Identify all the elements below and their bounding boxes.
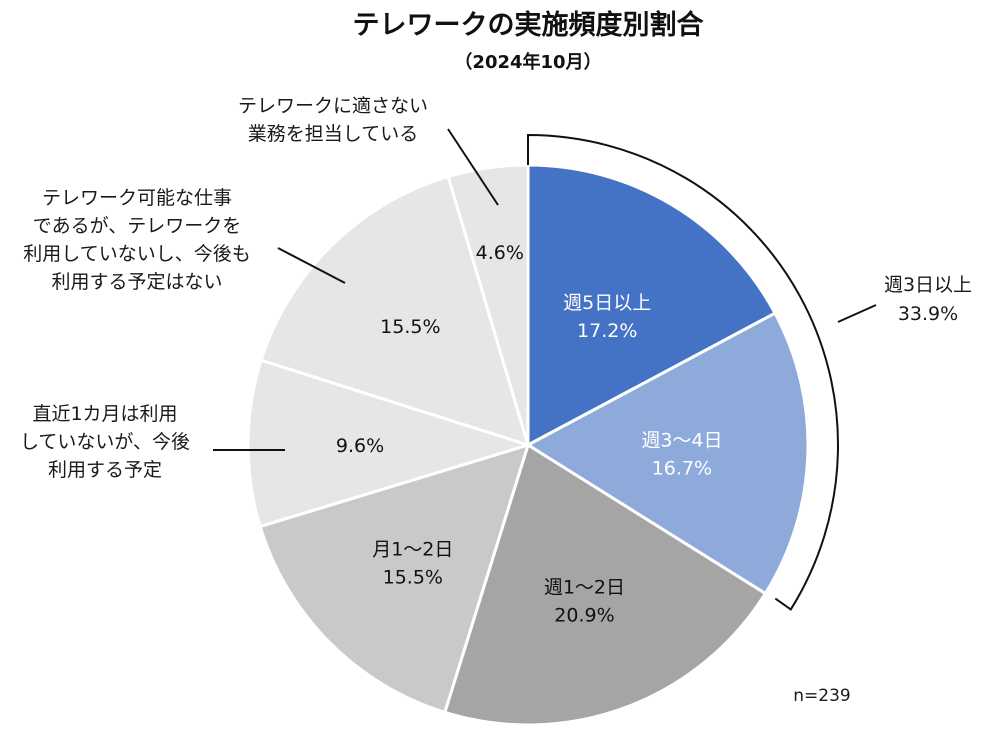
pie-slice-6 bbox=[259, 174, 531, 448]
label-not-suitable-line1: テレワークに適さない bbox=[238, 95, 428, 117]
slice-label-3: 週1～2日 bbox=[544, 576, 625, 598]
bracket-leader bbox=[837, 304, 877, 323]
label-plan-line2: していないが、今後 bbox=[20, 431, 190, 453]
pie-slice-3 bbox=[442, 442, 768, 727]
label-not-suitable-line2: 業務を担当している bbox=[248, 123, 418, 145]
slice-value-5: 9.6% bbox=[336, 435, 384, 457]
leader-line-not-suitable bbox=[447, 128, 499, 206]
label-no-plan-line3: 利用していないし、今後も bbox=[23, 243, 250, 265]
label-plan-line3: 利用する予定 bbox=[48, 459, 162, 481]
outside-labels: テレワークに適さない 業務を担当している テレワーク可能な仕事 であるが、テレワ… bbox=[20, 95, 499, 481]
slice-label-1: 週5日以上 bbox=[563, 292, 651, 314]
slice-label-2: 週3～4日 bbox=[641, 429, 722, 451]
slice-label-4: 月1～2日 bbox=[372, 538, 453, 560]
pie-slice-4 bbox=[258, 442, 531, 715]
pie-slices bbox=[246, 163, 810, 727]
bracket-value: 33.9% bbox=[898, 303, 958, 325]
slice-value-2: 16.7% bbox=[652, 457, 712, 479]
bracket-label: 週3日以上 bbox=[884, 274, 972, 296]
pie-slice-7 bbox=[446, 163, 530, 446]
pie-slice-5 bbox=[246, 358, 534, 529]
chart-subtitle: （2024年10月） bbox=[454, 51, 601, 73]
slice-value-4: 15.5% bbox=[383, 566, 443, 588]
slice-value-7: 4.6% bbox=[476, 242, 524, 264]
bracket-arc bbox=[527, 133, 839, 611]
slice-value-6: 15.5% bbox=[380, 316, 440, 338]
slice-value-1: 17.2% bbox=[577, 320, 637, 342]
label-no-plan-line4: 利用する予定はない bbox=[51, 271, 222, 293]
leader-line-no-plan bbox=[277, 247, 346, 284]
slice-labels: 週5日以上 17.2% 週3～4日 16.7% 週1～2日 20.9% 月1～2日 15.5%… bbox=[336, 242, 723, 626]
pie-slice-1 bbox=[526, 163, 778, 448]
label-no-plan-line1: テレワーク可能な仕事 bbox=[42, 187, 232, 209]
label-plan-line1: 直近1カ月は利用 bbox=[32, 403, 177, 425]
chart-title: テレワークの実施頻度別割合 bbox=[353, 9, 704, 41]
pie-slice-2 bbox=[525, 311, 810, 596]
sample-size-note: n=239 bbox=[793, 686, 850, 706]
slice-value-3: 20.9% bbox=[554, 604, 614, 626]
bracket-3days-plus: 週3日以上 33.9% bbox=[527, 133, 972, 611]
label-no-plan-line2: であるが、テレワークを bbox=[33, 215, 241, 237]
